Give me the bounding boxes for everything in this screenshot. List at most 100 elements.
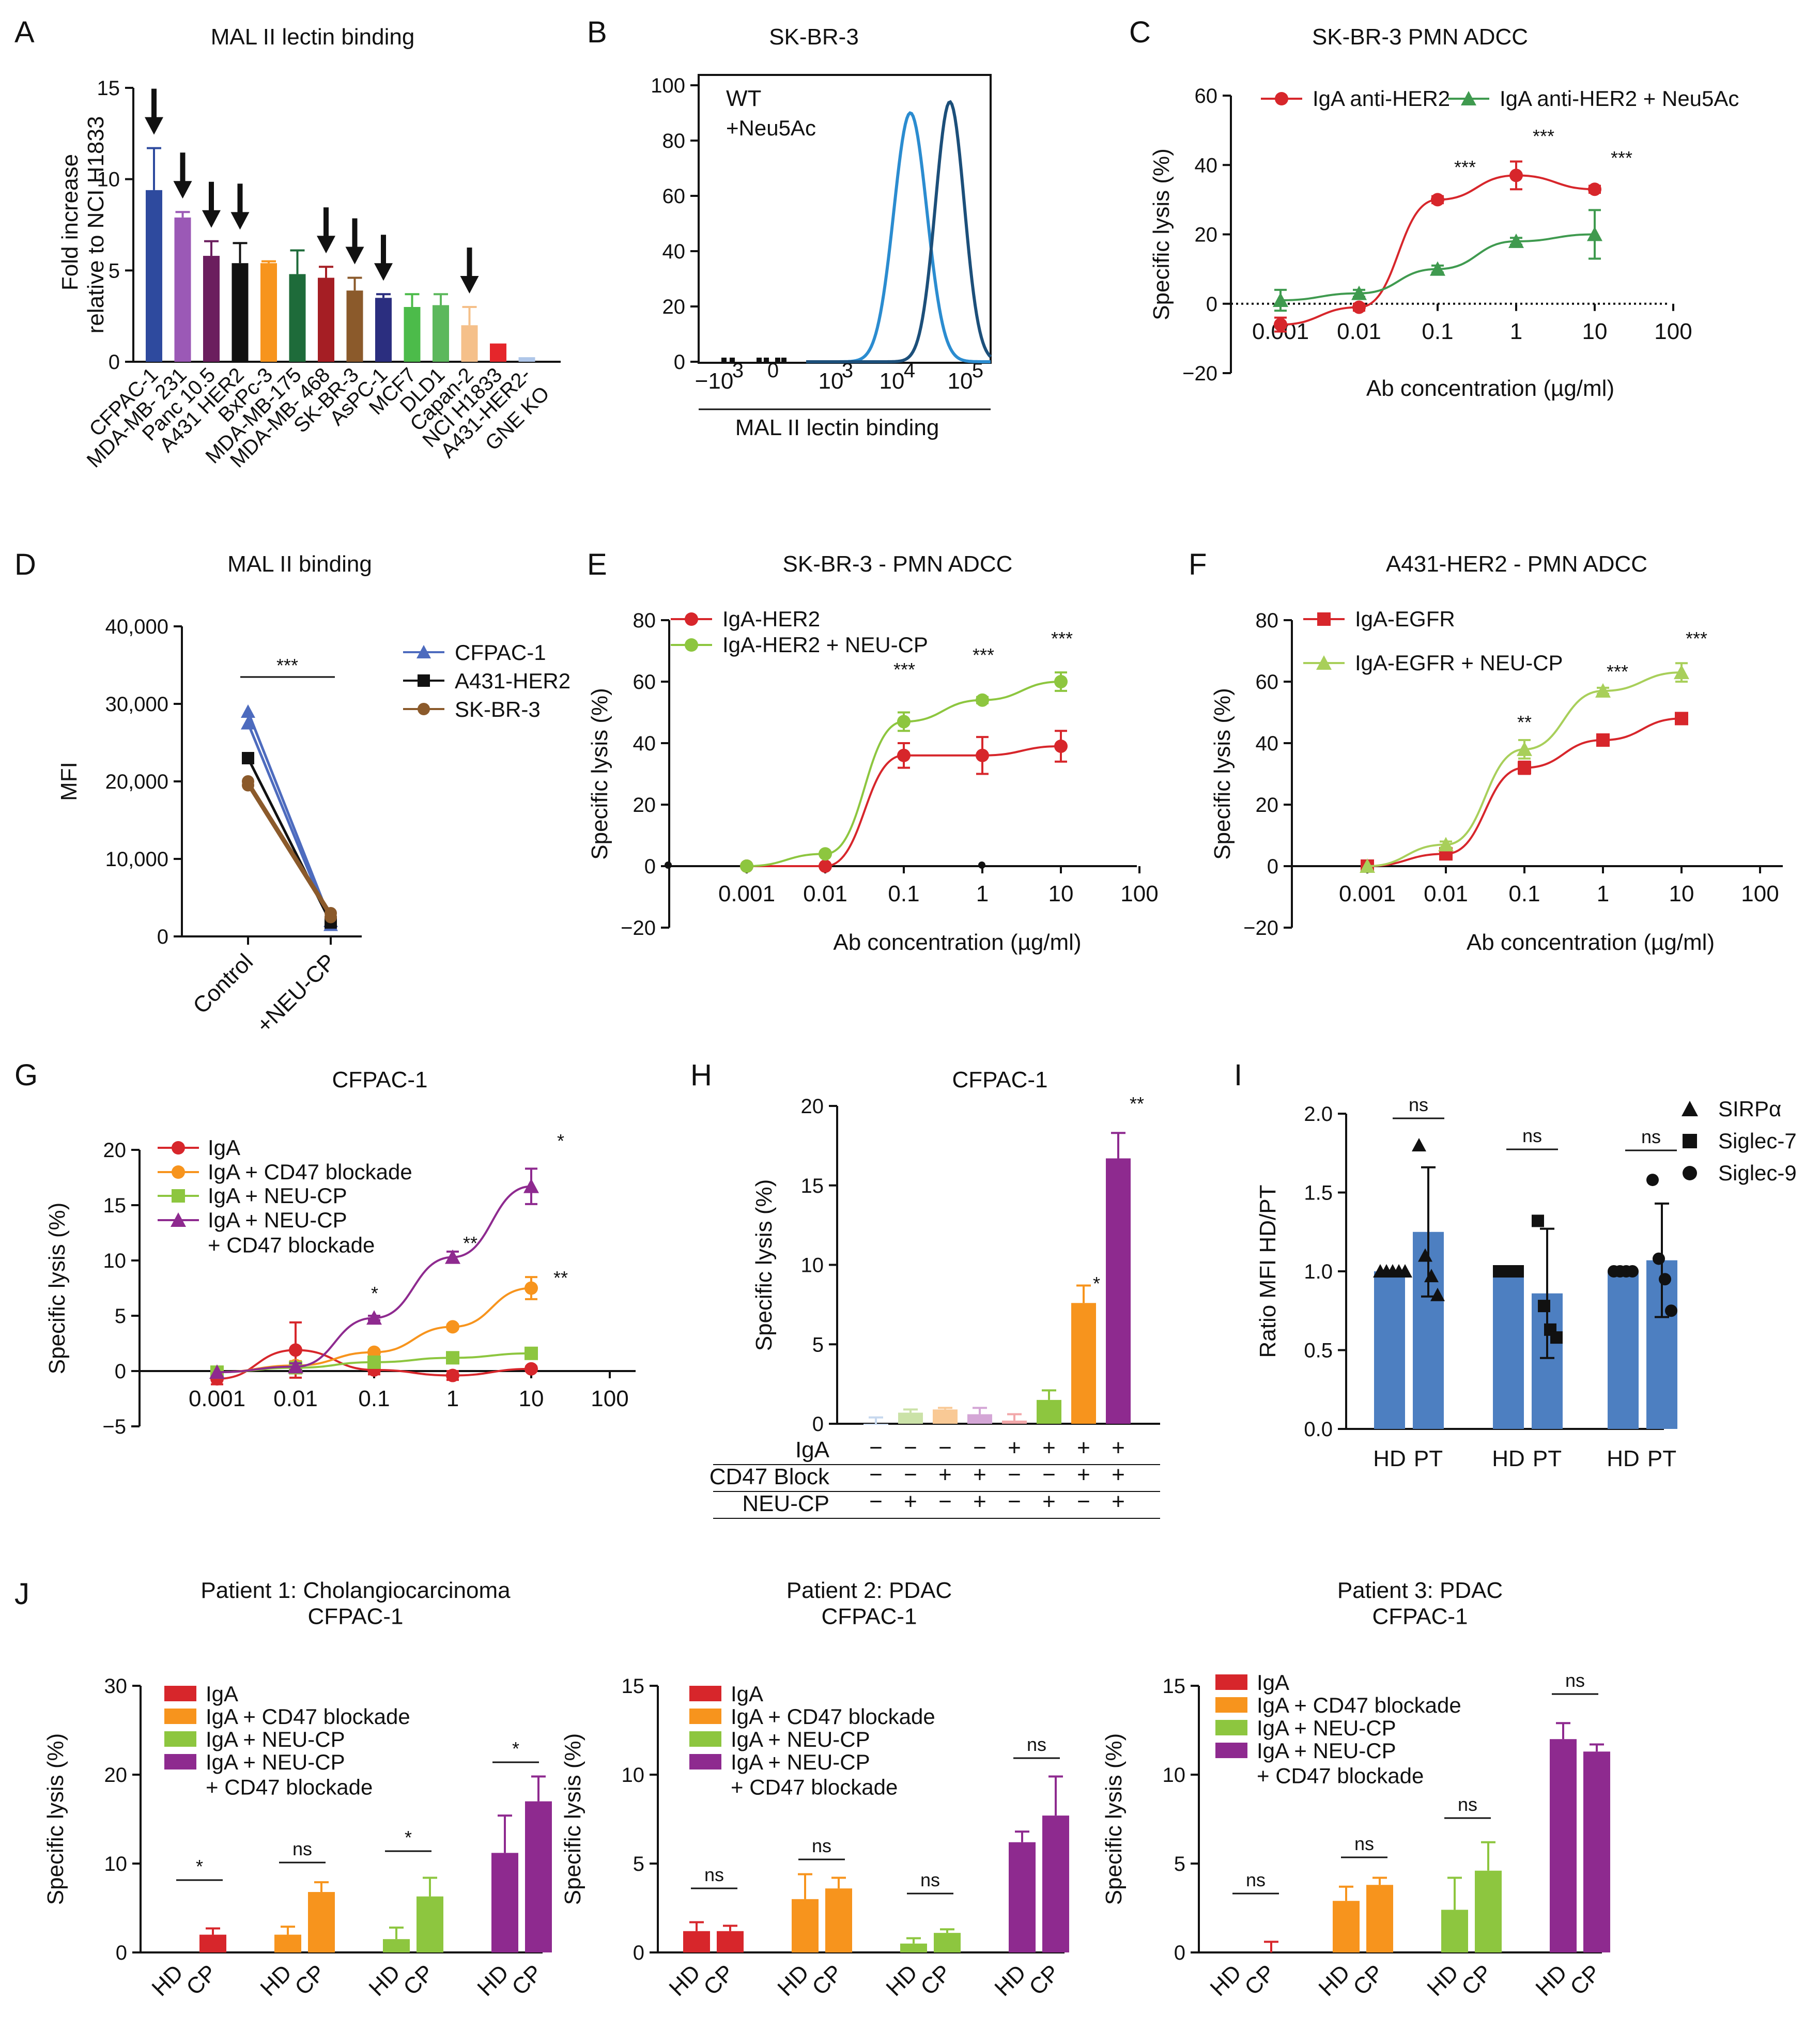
legend-swatch [1215,1674,1247,1690]
bar [525,1801,552,1952]
data-point [819,859,832,873]
panel-B-title: SK-BR-3 [769,24,859,50]
x-tick-label: 100 [1741,881,1779,906]
y-tick-label: 20 [104,1764,128,1787]
panel-J-title: Patient 2: PDAC CFPAC-1 [786,1578,952,1629]
row-sign: − [1008,1489,1021,1514]
axis-dot [978,861,985,869]
data-point [1438,837,1454,852]
bar-AsPC-1 [375,298,392,362]
legend-swatch [164,1686,196,1701]
y-tick-label: 0 [674,351,685,374]
row-sign: − [938,1435,952,1460]
row-sign: + [1042,1435,1056,1460]
legend-marker [418,703,430,715]
y-tick-label: 15 [622,1675,645,1698]
x-tick-label: 100 [591,1386,628,1411]
x-tick-label: 0.01 [273,1386,318,1411]
data-point [446,1320,459,1334]
significance-mark: * [512,1738,519,1759]
bar [1002,1420,1027,1424]
panel-letter-E: E [587,548,607,581]
x-tick-label: 0.001 [718,881,775,906]
panel-letter-C: C [1129,16,1151,49]
series-line [747,745,1061,868]
data-point [288,1359,303,1374]
significance-mark: *** [1533,126,1554,147]
row-sign: + [1008,1435,1021,1460]
data-point [1418,1248,1432,1262]
row-sign: − [869,1435,883,1460]
legend-marker [1683,1134,1697,1148]
data-point [1398,1264,1412,1278]
data-point [1588,182,1601,196]
bar [898,1412,923,1424]
panel-letter-J: J [14,1577,29,1611]
row-sign: + [1112,1435,1125,1460]
category-label: HD [364,1960,405,2001]
legend-marker [1316,655,1332,670]
bar [967,1414,992,1424]
legend-label: IgA + NEU-CP + CD47 blockade [731,1750,898,1799]
row-sign: + [938,1462,952,1487]
significance-mark: *** [1607,661,1628,682]
panel-letter-H: H [690,1058,712,1092]
category-label: HD [1492,1446,1525,1471]
bar-A431-HER2-GNEKO [518,357,535,362]
bar [199,1934,226,1952]
bar [1106,1158,1131,1424]
y-axis-label: Specific lysis (%) [587,688,612,860]
data-point [242,752,254,764]
y-tick-label: 80 [633,609,656,632]
data-point [525,1281,538,1295]
data-point [897,715,911,729]
x-axis-label: Ab concentration (µg/ml) [1467,930,1715,955]
category-label: HD [664,1960,705,2001]
y-tick-label: 0 [633,1942,644,1964]
y-tick-label: 10 [622,1764,645,1787]
category-label: CP [807,1960,847,2000]
bar [308,1892,335,1952]
data-point [1596,733,1610,747]
significance-mark: ns [1246,1869,1266,1890]
y-tick-label: 20 [633,794,656,817]
data-point [897,748,911,762]
legend-label: Siglec-9 [1718,1161,1797,1185]
significance-mark: ** [553,1267,568,1288]
panel-letter-A: A [14,16,35,49]
bar [863,1424,888,1425]
legend-label: IgA anti-HER2 + Neu5Ac [1500,86,1739,111]
legend-label: IgA + CD47 blockade [731,1704,935,1729]
significance-mark: ns [1409,1094,1428,1115]
legend-marker [1275,92,1288,105]
bar-A431HER2 [232,263,249,362]
paired-line [246,780,332,914]
row-sign: + [973,1462,986,1487]
bar [825,1888,852,1952]
significance-mark: ** [463,1233,477,1254]
legend-label: +Neu5Ac [726,116,816,140]
data-point [367,1355,381,1369]
category-label: +NEU-CP [252,949,341,1038]
legend-label: IgA-HER2 [722,607,820,631]
legend-swatch [164,1754,196,1770]
panel-J-title: Patient 3: PDAC CFPAC-1 [1337,1578,1503,1629]
bar-Panc10.5 [203,256,220,362]
bar-MDA-MB-231 [174,217,191,362]
legend-label: IgA [731,1682,763,1706]
bar [1441,1910,1468,1952]
bar-BxPc-3 [260,263,277,362]
x-tick-label: 3 [842,359,853,382]
bar [933,1409,958,1424]
bar [1493,1271,1524,1429]
bar [1037,1399,1061,1424]
legend-label: IgA + NEU-CP + CD47 blockade [1257,1738,1424,1788]
x-tick-label: 0.1 [1508,881,1540,906]
y-tick-label: 30,000 [105,693,168,716]
legend-label: SIRPα [1718,1097,1781,1121]
y-axis-label: Fold increase [57,154,83,290]
panel-letter-B: B [587,16,607,49]
x-tick-label: 3 [732,359,744,382]
significance-mark: * [405,1827,412,1848]
